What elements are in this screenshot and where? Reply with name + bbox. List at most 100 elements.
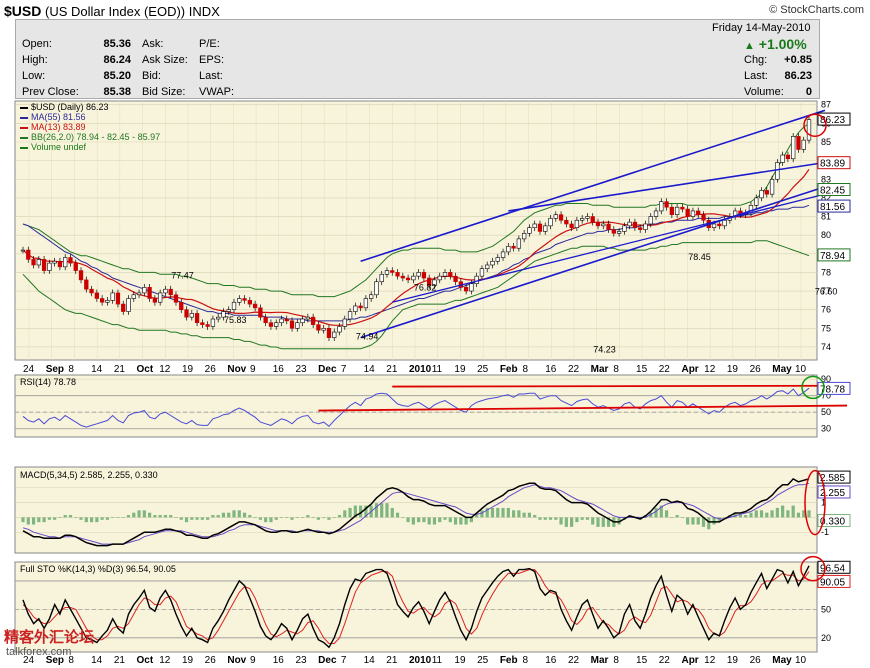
price-candle bbox=[26, 249, 31, 260]
bb-lower-line bbox=[22, 240, 810, 350]
macd-histogram-bar bbox=[221, 512, 226, 518]
macd-histogram-bar bbox=[327, 517, 331, 520]
price-candle bbox=[453, 275, 458, 283]
macd-histogram-bar bbox=[770, 510, 774, 518]
price-candle bbox=[511, 246, 516, 249]
x-tick-label: Mar bbox=[591, 364, 609, 375]
macd-histogram-bar bbox=[459, 517, 463, 525]
macd-histogram-bar bbox=[290, 517, 294, 520]
macd-histogram-bar bbox=[406, 517, 410, 523]
price-candle bbox=[421, 272, 427, 279]
legend-swatch bbox=[20, 107, 28, 109]
macd-histogram-bar bbox=[422, 517, 426, 523]
price-candle bbox=[379, 273, 384, 283]
macd-histogram-bar bbox=[453, 517, 458, 525]
x-tick-label: 26 bbox=[750, 364, 762, 375]
macd-histogram-bar bbox=[206, 517, 210, 520]
eps-label: EPS: bbox=[199, 54, 225, 66]
price-candle bbox=[674, 206, 680, 215]
price-annotation: 76.60 bbox=[815, 287, 838, 297]
rsi-right-label-box bbox=[817, 381, 851, 395]
price-candle bbox=[326, 328, 332, 338]
macd-histogram-bar bbox=[649, 512, 653, 518]
bottom-x-tick-label: 15 bbox=[636, 655, 648, 666]
bb-upper-line bbox=[22, 122, 810, 298]
macd-histogram-bar bbox=[749, 512, 753, 518]
price-annotation: 76.82 bbox=[414, 282, 437, 292]
high-value: 86.24 bbox=[103, 54, 131, 66]
price-candle bbox=[295, 322, 300, 329]
bottom-x-tick-label: Dec bbox=[318, 655, 337, 666]
price-candle bbox=[353, 305, 358, 312]
price-candle bbox=[564, 219, 569, 225]
price-candle bbox=[310, 316, 316, 325]
legend-entry: $USD (Daily) 86.23 bbox=[31, 102, 109, 112]
price-candle bbox=[300, 318, 305, 324]
price-candle bbox=[242, 298, 247, 301]
price-candle bbox=[548, 218, 553, 227]
symbol: $USD bbox=[4, 3, 42, 19]
price-candle bbox=[696, 210, 701, 215]
macd-histogram-bar bbox=[116, 517, 120, 519]
bottom-x-tick-label: 14 bbox=[91, 655, 103, 666]
price-candle bbox=[337, 326, 342, 333]
macd-histogram-bar bbox=[585, 517, 590, 520]
macd-histogram-bar bbox=[517, 510, 521, 518]
price-candle bbox=[63, 257, 68, 268]
macd-histogram-bar bbox=[311, 517, 315, 519]
legend-entry: BB(26,2.0) 78.94 - 82.45 - 85.97 bbox=[31, 132, 160, 142]
macd-histogram-bar bbox=[79, 517, 83, 520]
price-candle bbox=[701, 214, 706, 221]
macd-histogram-bar bbox=[485, 507, 489, 518]
ask-size-label: Ask Size: bbox=[142, 54, 188, 66]
sto-right-label: 96.54 bbox=[820, 563, 845, 574]
price-candle bbox=[73, 262, 78, 271]
macd-right-label-box bbox=[817, 470, 851, 484]
price-candle bbox=[158, 292, 163, 303]
price-annotation: 74.23 bbox=[593, 345, 616, 355]
price-candle bbox=[717, 223, 722, 227]
price-candle bbox=[527, 227, 532, 234]
x-tick-label: Nov bbox=[227, 364, 246, 375]
macd-histogram-bar bbox=[765, 512, 769, 518]
price-candle bbox=[263, 316, 268, 324]
macd-line bbox=[22, 477, 810, 547]
price-candle bbox=[36, 259, 41, 266]
sto-k-line bbox=[22, 565, 810, 649]
x-tick-label: 22 bbox=[659, 364, 671, 375]
bottom-x-tick-label: 24 bbox=[23, 655, 35, 666]
channel-line-mid bbox=[508, 161, 826, 212]
price-tick-label: 74 bbox=[821, 342, 831, 352]
macd-histogram-bar bbox=[738, 515, 743, 518]
price-tick-label: 81 bbox=[821, 212, 831, 222]
x-tick-label: Feb bbox=[500, 364, 518, 375]
price-candle bbox=[479, 268, 485, 277]
change-percent: ▲ +1.00% bbox=[744, 36, 807, 52]
macd-histogram-bar bbox=[432, 517, 437, 525]
macd-histogram-bar bbox=[232, 510, 236, 518]
macd-histogram-bar bbox=[359, 505, 363, 518]
macd-histogram-bar bbox=[132, 512, 136, 518]
macd-right-label-box bbox=[817, 514, 851, 528]
x-tick-label: 12 bbox=[159, 364, 171, 375]
rsi-tick-label: 90 bbox=[821, 374, 831, 384]
macd-histogram-bar bbox=[211, 515, 215, 518]
price-candle bbox=[252, 303, 258, 309]
bottom-x-tick-label: 14 bbox=[364, 655, 376, 666]
price-candle bbox=[521, 232, 527, 240]
macd-histogram-bar bbox=[153, 515, 157, 518]
bid-size-label: Bid Size: bbox=[142, 86, 186, 98]
price-candle bbox=[627, 221, 632, 227]
macd-histogram-bar bbox=[295, 517, 299, 519]
price-candle bbox=[606, 223, 611, 230]
price-candle bbox=[390, 270, 395, 273]
macd-histogram-bar bbox=[264, 517, 268, 523]
price-candle bbox=[121, 303, 126, 312]
macd-signal-line bbox=[22, 482, 810, 545]
macd-histogram-bar bbox=[781, 505, 785, 518]
macd-histogram-bar bbox=[527, 512, 532, 518]
price-candle bbox=[664, 201, 669, 208]
macd-histogram-bar bbox=[490, 507, 495, 518]
last-price-value: 86.23 bbox=[784, 70, 812, 82]
